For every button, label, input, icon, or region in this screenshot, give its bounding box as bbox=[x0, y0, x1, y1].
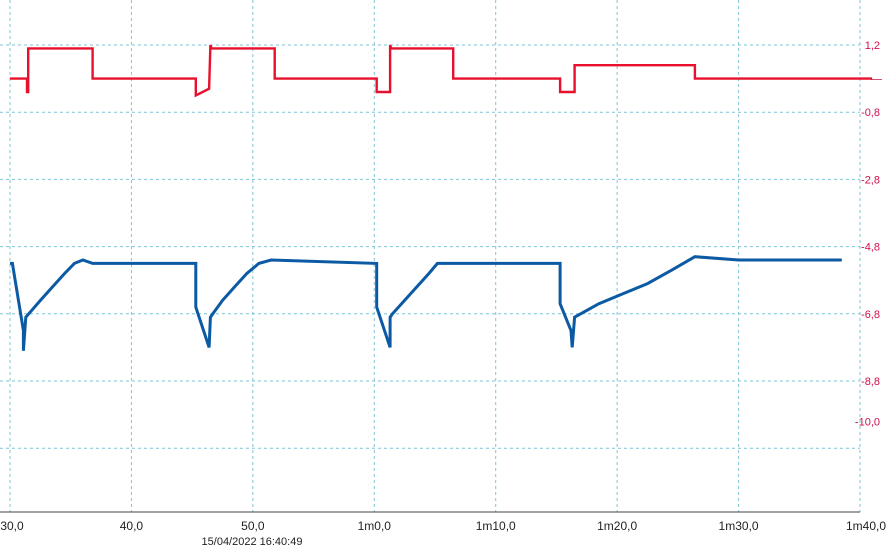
timestamp-label: 15/04/2022 16:40:49 bbox=[202, 536, 303, 547]
x-tick-label: 30,0 bbox=[0, 519, 24, 533]
series-group bbox=[10, 44, 873, 351]
series-red-line bbox=[10, 44, 873, 98]
x-tick-label: 1m0,0 bbox=[358, 519, 392, 533]
y-tick-label: -0,8 bbox=[861, 107, 880, 119]
x-tick-label: 40,0 bbox=[120, 519, 144, 533]
x-tick-label: 1m10,0 bbox=[476, 519, 516, 533]
y-tick-label: 1,2 bbox=[865, 40, 880, 52]
x-axis: 30,0 40,0 50,0 1m0,0 1m10,0 1m20,0 1m30,0 1m40,… bbox=[0, 519, 886, 533]
y-tick-label: -2,8 bbox=[861, 174, 880, 186]
y-tick-label: -10,0 bbox=[855, 416, 880, 428]
y-axis: 1,2 -0,8 -2,8 -4,8 -6,8 -8,8 -10,0 — bbox=[855, 40, 882, 428]
grid bbox=[0, 0, 861, 513]
x-tick-label: 1m20,0 bbox=[597, 519, 637, 533]
y-tick-label: -6,8 bbox=[861, 309, 880, 321]
y-level-marker: — bbox=[871, 74, 882, 86]
x-tick-label: 50,0 bbox=[241, 519, 265, 533]
y-tick-label: -8,8 bbox=[861, 376, 880, 388]
x-tick-label: 1m40,0 bbox=[846, 519, 886, 533]
y-tick-label: -4,8 bbox=[861, 242, 880, 254]
x-tick-label: 1m30,0 bbox=[719, 519, 759, 533]
series-blue-line bbox=[10, 255, 842, 351]
